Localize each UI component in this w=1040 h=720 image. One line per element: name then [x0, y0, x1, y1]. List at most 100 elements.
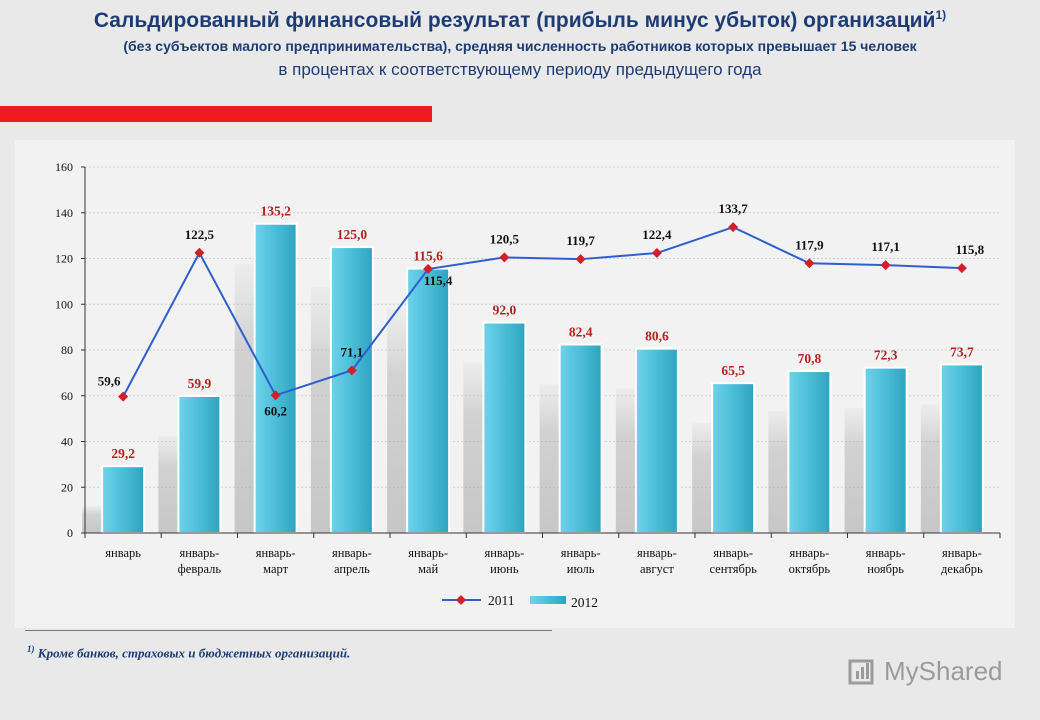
x-tick-label: январь-	[256, 546, 296, 560]
line-point-marker	[804, 258, 815, 269]
line-point-marker	[956, 263, 967, 274]
bar	[787, 370, 832, 534]
line-point-marker	[728, 222, 739, 233]
bar	[711, 382, 756, 534]
y-tick-label: 100	[55, 297, 73, 311]
x-tick-label: октябрь	[789, 562, 831, 576]
line-value-label: 59,6	[98, 374, 121, 389]
watermark-text: MyShared	[884, 656, 1003, 686]
x-tick-label: январь-	[942, 546, 982, 560]
x-tick-label: сентябрь	[709, 562, 757, 576]
line-point-marker	[194, 247, 205, 258]
line-value-label: 122,5	[185, 227, 215, 242]
chart-subtitle: (без субъектов малого предпринимательств…	[123, 38, 917, 54]
bar	[482, 321, 527, 534]
bar-value-label: 59,9	[188, 376, 212, 391]
bar-series-2012	[101, 222, 984, 534]
footnote: 1) Кроме банков, страховых и бюджетных о…	[27, 644, 351, 661]
y-tick-label: 120	[55, 252, 73, 266]
y-tick-label: 40	[61, 435, 73, 449]
line-value-label: 120,5	[490, 231, 520, 246]
line-value-label: 115,8	[956, 242, 985, 257]
myshared-logo-icon	[848, 659, 874, 684]
line-point-marker	[575, 254, 586, 265]
line-series-2011	[118, 222, 967, 402]
bar-value-label: 80,6	[645, 329, 669, 344]
y-tick-label: 0	[67, 526, 73, 540]
bar-value-label: 73,7	[950, 344, 974, 359]
x-tick-label: май	[418, 562, 438, 576]
legend: 2011 2012	[442, 593, 598, 610]
bar	[863, 366, 908, 534]
y-tick-label: 140	[55, 206, 73, 220]
x-tick-label: январь	[105, 546, 141, 560]
y-tick-label: 20	[61, 480, 73, 494]
line-value-label: 71,1	[341, 344, 364, 359]
line-value-label: 115,4	[424, 273, 453, 288]
x-tick-label: январь-	[866, 546, 906, 560]
x-tick-label: июль	[567, 562, 595, 576]
y-tick-label: 60	[61, 389, 73, 403]
bar-value-label: 70,8	[798, 351, 822, 366]
combo-chart: 29,2 59,9 135,2 125,0 115,6 92,0 82,4 80,6 65,5 7…	[55, 160, 1001, 610]
line-point-marker	[651, 248, 662, 259]
line-value-label: 119,7	[566, 233, 595, 248]
x-tick-label: апрель	[334, 562, 370, 576]
line-value-label: 133,7	[719, 201, 749, 216]
legend-label-2011: 2011	[488, 593, 515, 608]
bar	[177, 394, 222, 534]
x-tick-label: январь-	[789, 546, 829, 560]
x-tick-label: январь-	[637, 546, 677, 560]
bar	[939, 363, 984, 534]
bar-value-label: 115,6	[413, 249, 443, 264]
line-point-marker	[270, 390, 281, 401]
y-tick-label: 80	[61, 343, 73, 357]
line-point-marker	[346, 365, 357, 376]
x-tick-label: январь-	[561, 546, 601, 560]
bar	[329, 246, 374, 534]
x-tick-label: декабрь	[941, 562, 983, 576]
axis-layer: 0 20 40 60 80 100 120 140 160 январь январь-феврал…	[55, 160, 1001, 576]
x-tick-label: август	[640, 562, 674, 576]
legend-swatch-2012	[530, 596, 566, 604]
legend-marker-2011	[456, 595, 466, 605]
bar-value-label: 72,3	[874, 348, 898, 363]
bar-value-label: 29,2	[111, 446, 135, 461]
bar-value-label: 65,5	[721, 363, 745, 378]
x-tick-label: ноябрь	[867, 562, 904, 576]
x-tick-label: март	[263, 562, 288, 576]
chart-subtitle-units: в процентах к соответствующему периоду п…	[278, 60, 762, 79]
bar	[253, 222, 298, 534]
bar	[558, 343, 603, 534]
data-label-layer: 29,2 59,9 135,2 125,0 115,6 92,0 82,4 80,6 65,5 7…	[98, 201, 985, 461]
bar-value-label: 82,4	[569, 325, 593, 340]
line-point-marker	[499, 252, 510, 263]
y-tick-label: 160	[55, 160, 73, 174]
decorative-red-bar	[0, 106, 432, 122]
x-tick-label: февраль	[178, 562, 222, 576]
bar	[634, 347, 679, 534]
chart-title: Сальдированный финансовый результат (при…	[93, 8, 947, 32]
line-value-label: 117,1	[871, 239, 900, 254]
x-tick-label: январь-	[332, 546, 372, 560]
footnote-divider	[25, 630, 552, 631]
chart-panel: 29,2 59,9 135,2 125,0 115,6 92,0 82,4 80,6 65,5 7…	[15, 140, 1015, 628]
line-value-label: 122,4	[642, 227, 672, 242]
x-tick-label: январь-	[484, 546, 524, 560]
bar-value-label: 92,0	[493, 303, 517, 318]
bar	[101, 465, 146, 534]
bar-value-label: 125,0	[337, 227, 368, 242]
line-point-marker	[880, 260, 891, 271]
line-point-marker	[118, 391, 129, 402]
x-tick-label: январь-	[408, 546, 448, 560]
legend-label-2012: 2012	[571, 595, 598, 610]
x-tick-label: январь-	[713, 546, 753, 560]
series-line-2011	[122, 226, 962, 398]
bar-value-label: 135,2	[260, 204, 291, 219]
line-value-label: 60,2	[264, 403, 287, 418]
line-value-label: 117,9	[795, 237, 824, 252]
watermark: MyShared	[848, 656, 1003, 687]
line-point-marker	[423, 264, 434, 275]
x-tick-label: июнь	[490, 562, 519, 576]
bar	[406, 267, 451, 534]
